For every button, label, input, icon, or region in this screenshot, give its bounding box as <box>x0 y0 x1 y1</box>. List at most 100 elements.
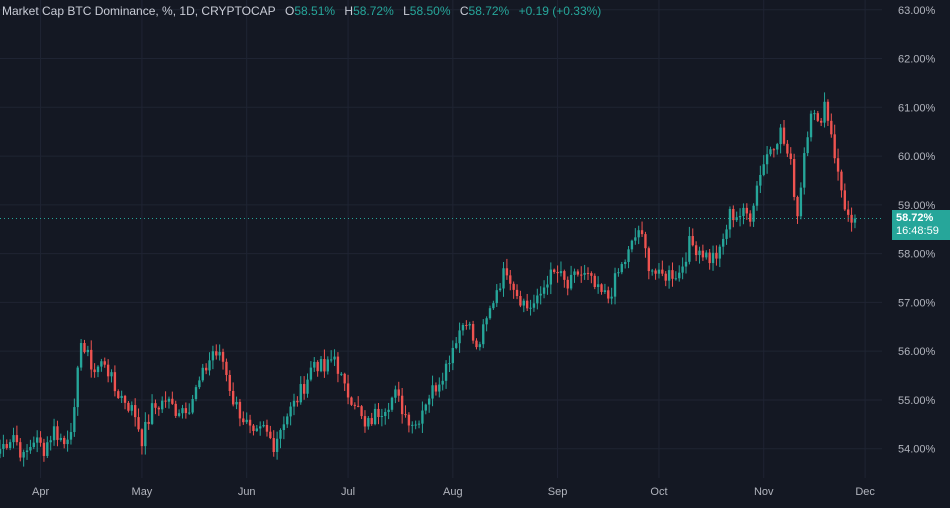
candle-body-down <box>90 349 93 370</box>
candle-body-up <box>613 273 617 297</box>
candle-body-up <box>306 379 309 394</box>
candle-body-down <box>171 398 174 404</box>
candle-body-up <box>46 442 49 456</box>
candle-body-down <box>515 289 519 296</box>
candle-body-up <box>329 359 333 361</box>
candle-body-down <box>745 207 749 214</box>
candle-body-down <box>400 395 404 415</box>
candle-body-down <box>563 271 566 280</box>
open-value: 58.51% <box>294 4 336 18</box>
close-label: C <box>459 4 469 18</box>
candle-body-up <box>279 430 282 439</box>
candle-body-up <box>627 249 630 262</box>
candle-body-up <box>25 450 29 453</box>
candle-body-up <box>634 237 637 241</box>
candle-body-down <box>117 391 120 399</box>
candle-body-up <box>424 404 427 411</box>
candle-body-up <box>309 367 313 380</box>
candle-body-up <box>492 303 495 309</box>
candle-body-down <box>553 269 556 273</box>
candle-body-down <box>772 149 776 151</box>
candle-body-down <box>113 372 117 392</box>
candle-body-down <box>580 274 583 276</box>
candle-body-up <box>35 437 39 443</box>
candle-body-down <box>238 401 242 419</box>
candle-body-up <box>569 274 573 289</box>
candle-body-up <box>0 448 2 454</box>
x-tick-label: May <box>132 486 153 498</box>
candle-body-down <box>140 429 144 447</box>
candle-body-down <box>789 153 792 160</box>
candle-body-down <box>323 359 326 372</box>
candle-body-up <box>721 238 725 247</box>
x-tick-label: Nov <box>754 486 774 498</box>
y-tick-label: 55.00% <box>898 395 936 407</box>
candle-body-up <box>583 272 586 275</box>
candle-body-down <box>215 351 218 356</box>
change-value: +0.19 (+0.33%) <box>518 4 602 18</box>
candle-body-down <box>847 209 850 215</box>
candle-body-down <box>694 245 698 256</box>
candle-body-up <box>461 325 465 331</box>
candle-body-up <box>779 127 782 145</box>
candle-body-up <box>411 424 414 426</box>
candle-body-down <box>336 356 340 374</box>
candle-body-down <box>576 271 580 275</box>
candle-body-up <box>194 387 198 400</box>
candle-body-down <box>607 290 610 299</box>
candle-body-up <box>532 303 536 308</box>
candle-body-down <box>248 419 252 426</box>
candle-body-down <box>843 190 847 210</box>
candle-body-up <box>623 261 627 265</box>
candle-body-down <box>664 273 667 281</box>
candle-body-down <box>39 437 42 443</box>
candle-body-down <box>316 361 319 372</box>
candle-body-down <box>353 404 357 406</box>
x-tick-label: Apr <box>32 486 49 498</box>
candle-body-up <box>313 361 316 368</box>
candle-body-up <box>738 216 742 218</box>
close-value: 58.72% <box>468 4 510 18</box>
candle-body-up <box>485 318 488 325</box>
candle-body-up <box>32 442 35 448</box>
candle-body-up <box>806 137 809 154</box>
candle-body-up <box>417 423 421 425</box>
candle-body-down <box>749 213 752 222</box>
candle-body-up <box>441 380 444 385</box>
candle-body-down <box>465 325 468 327</box>
candle-body-up <box>387 409 390 412</box>
candle-body-up <box>458 330 461 344</box>
x-tick-label: Jun <box>238 486 256 498</box>
candle-body-up <box>282 424 286 431</box>
candle-body-up <box>718 246 721 259</box>
candle-body-up <box>482 324 485 345</box>
x-tick-label: Oct <box>650 486 667 498</box>
candle-body-up <box>596 284 600 288</box>
low-label: L <box>403 4 410 18</box>
candle-body-down <box>127 402 130 411</box>
candle-body-up <box>76 367 79 408</box>
candle-body-down <box>434 385 438 392</box>
candle-body-up <box>52 426 56 441</box>
last-price-value: 58.72% <box>896 211 934 224</box>
candle-body-up <box>823 101 826 123</box>
candle-body-down <box>93 369 96 373</box>
candle-body-down <box>296 400 299 403</box>
candle-body-up <box>698 250 701 256</box>
candle-body-down <box>586 272 590 274</box>
candle-body-down <box>505 268 509 276</box>
candle-body-up <box>610 296 613 299</box>
candle-body-up <box>110 372 113 377</box>
candle-body-down <box>833 134 836 159</box>
candle-body-up <box>728 208 732 230</box>
y-tick-label: 62.00% <box>898 54 936 66</box>
candle-body-down <box>357 405 360 407</box>
candle-body-up <box>539 293 542 296</box>
candle-body-down <box>850 214 853 223</box>
candle-body-up <box>688 236 691 262</box>
candle-body-down <box>816 113 819 121</box>
candle-body-up <box>444 363 448 381</box>
